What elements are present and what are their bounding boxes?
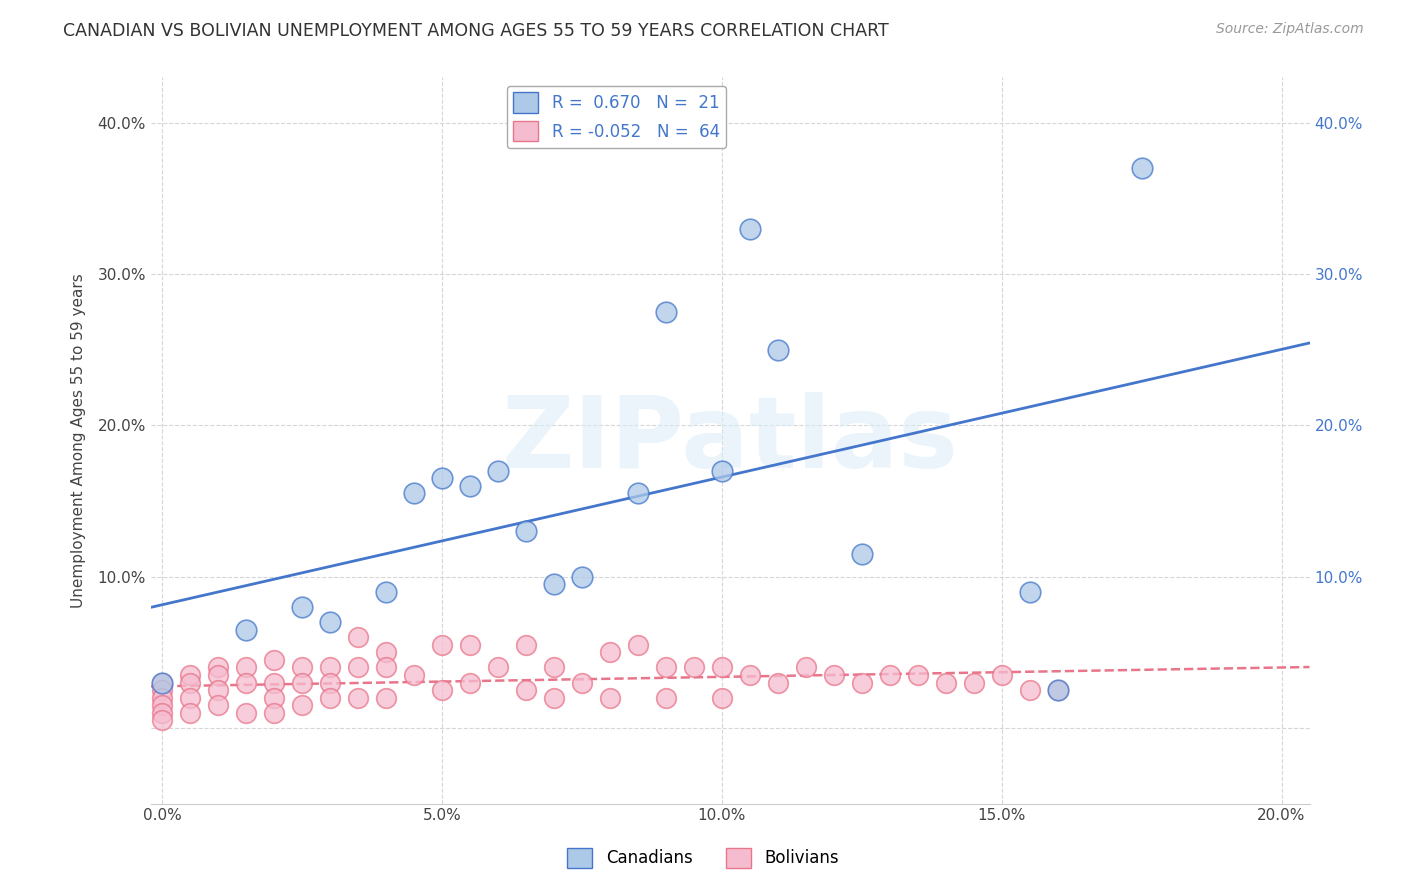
Point xyxy=(263,653,285,667)
Point xyxy=(794,660,817,674)
Point xyxy=(599,690,621,705)
Point xyxy=(263,706,285,720)
Point xyxy=(207,660,229,674)
Point xyxy=(319,660,342,674)
Point xyxy=(402,486,425,500)
Point xyxy=(766,675,789,690)
Point xyxy=(179,690,201,705)
Point xyxy=(150,683,173,698)
Point xyxy=(710,660,733,674)
Y-axis label: Unemployment Among Ages 55 to 59 years: Unemployment Among Ages 55 to 59 years xyxy=(72,273,86,608)
Point xyxy=(682,660,704,674)
Point xyxy=(627,638,650,652)
Point xyxy=(179,668,201,682)
Point xyxy=(263,690,285,705)
Point xyxy=(402,668,425,682)
Point xyxy=(207,668,229,682)
Point xyxy=(543,690,565,705)
Point xyxy=(879,668,901,682)
Point xyxy=(486,660,509,674)
Point xyxy=(291,675,314,690)
Point xyxy=(1018,683,1040,698)
Legend: Canadians, Bolivians: Canadians, Bolivians xyxy=(561,841,845,875)
Point xyxy=(179,706,201,720)
Point xyxy=(319,615,342,629)
Point xyxy=(710,464,733,478)
Text: ZIPatlas: ZIPatlas xyxy=(502,392,959,489)
Point xyxy=(1046,683,1069,698)
Point xyxy=(823,668,845,682)
Point xyxy=(374,690,396,705)
Point xyxy=(907,668,929,682)
Point xyxy=(347,660,370,674)
Point xyxy=(319,675,342,690)
Point xyxy=(430,683,453,698)
Point xyxy=(1046,683,1069,698)
Point xyxy=(235,706,257,720)
Legend: R =  0.670   N =  21, R = -0.052   N =  64: R = 0.670 N = 21, R = -0.052 N = 64 xyxy=(506,86,727,148)
Point xyxy=(962,675,984,690)
Point xyxy=(374,645,396,659)
Point xyxy=(430,638,453,652)
Point xyxy=(347,630,370,644)
Point xyxy=(150,706,173,720)
Point xyxy=(599,645,621,659)
Point xyxy=(1018,584,1040,599)
Point xyxy=(235,675,257,690)
Point xyxy=(150,714,173,728)
Point xyxy=(543,660,565,674)
Point xyxy=(374,584,396,599)
Point xyxy=(291,599,314,614)
Point xyxy=(207,683,229,698)
Point xyxy=(347,690,370,705)
Point xyxy=(1130,161,1153,176)
Point xyxy=(207,698,229,713)
Point xyxy=(150,675,173,690)
Point xyxy=(710,690,733,705)
Point xyxy=(150,675,173,690)
Point xyxy=(851,547,873,561)
Text: CANADIAN VS BOLIVIAN UNEMPLOYMENT AMONG AGES 55 TO 59 YEARS CORRELATION CHART: CANADIAN VS BOLIVIAN UNEMPLOYMENT AMONG … xyxy=(63,22,889,40)
Point xyxy=(543,577,565,591)
Point xyxy=(990,668,1012,682)
Point xyxy=(654,660,676,674)
Point xyxy=(515,638,537,652)
Point xyxy=(150,698,173,713)
Point xyxy=(374,660,396,674)
Point xyxy=(515,524,537,539)
Point xyxy=(627,486,650,500)
Point xyxy=(430,471,453,485)
Point xyxy=(654,690,676,705)
Point xyxy=(291,698,314,713)
Point xyxy=(851,675,873,690)
Point xyxy=(515,683,537,698)
Point xyxy=(458,675,481,690)
Point xyxy=(235,623,257,637)
Point xyxy=(738,668,761,682)
Point xyxy=(235,660,257,674)
Point xyxy=(935,675,957,690)
Point xyxy=(571,570,593,584)
Point xyxy=(150,690,173,705)
Point xyxy=(263,675,285,690)
Text: Source: ZipAtlas.com: Source: ZipAtlas.com xyxy=(1216,22,1364,37)
Point xyxy=(458,638,481,652)
Point xyxy=(571,675,593,690)
Point xyxy=(486,464,509,478)
Point xyxy=(319,690,342,705)
Point xyxy=(766,343,789,357)
Point xyxy=(291,660,314,674)
Point xyxy=(738,221,761,235)
Point xyxy=(179,675,201,690)
Point xyxy=(458,479,481,493)
Point xyxy=(654,305,676,319)
